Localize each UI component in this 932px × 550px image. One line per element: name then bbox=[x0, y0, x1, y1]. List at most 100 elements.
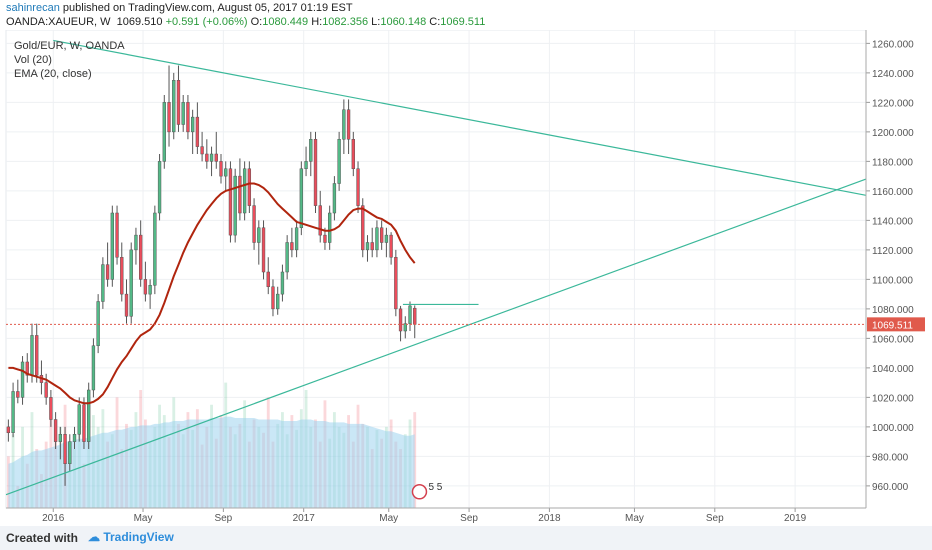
trendline-upper bbox=[53, 39, 867, 196]
footer-bar: Created with ☁ TradingView bbox=[0, 526, 932, 550]
candle-body bbox=[294, 227, 299, 251]
candle-body bbox=[190, 116, 195, 133]
candle-body bbox=[82, 404, 86, 442]
candle-body bbox=[205, 153, 209, 162]
candle-body bbox=[11, 391, 15, 434]
x-tick-label: 2017 bbox=[293, 513, 316, 524]
candle-body bbox=[238, 175, 242, 214]
author-link[interactable]: sahinrecan bbox=[6, 2, 60, 14]
candle-body bbox=[20, 361, 25, 398]
candle-body bbox=[342, 109, 346, 140]
high-label: H: bbox=[311, 16, 323, 28]
candle-body bbox=[120, 257, 124, 295]
y-tick-label: 1060.000 bbox=[872, 334, 914, 345]
x-tick-label: 2018 bbox=[538, 513, 561, 524]
candle-body bbox=[209, 153, 214, 162]
candle-body bbox=[53, 419, 58, 442]
created-with-label: Created with bbox=[6, 531, 79, 545]
chart-area[interactable]: 1069.511 5 5 960.000 980.000 1000.000 1020.0… bbox=[0, 29, 932, 526]
x-tick-label: May bbox=[379, 513, 398, 524]
legend-title: Gold/EUR, W, OANDA bbox=[14, 40, 125, 52]
close-value: 1069.511 bbox=[440, 16, 486, 28]
price-chart[interactable]: 1069.511 5 5 960.000 980.000 1000.000 1020.0… bbox=[0, 29, 932, 526]
candle-body bbox=[6, 426, 11, 434]
tradingview-brand: TradingView bbox=[103, 530, 174, 544]
candle-body bbox=[224, 168, 228, 177]
events-badge-label: 5 5 bbox=[428, 482, 442, 493]
candle-body bbox=[332, 183, 337, 214]
candle-body bbox=[195, 116, 200, 147]
tradingview-logo[interactable]: ☁ TradingView bbox=[88, 530, 174, 544]
last-price-label: 1069.511 bbox=[872, 320, 913, 331]
ohlc-line: OANDA:XAUEUR, W 1069.510 +0.591 (+0.06%)… bbox=[6, 16, 485, 28]
candle-body bbox=[323, 234, 327, 243]
candle-body bbox=[403, 323, 407, 332]
candle-body bbox=[398, 308, 403, 332]
y-tick-label: 1120.000 bbox=[872, 246, 913, 257]
x-tick-label: 2019 bbox=[784, 513, 807, 524]
tradingview-cloud-icon: ☁ bbox=[88, 530, 104, 544]
high-value: 1082.356 bbox=[322, 16, 369, 28]
y-tick-label: 1200.000 bbox=[872, 128, 914, 139]
x-tick-label: Sep bbox=[214, 513, 232, 524]
candle-body bbox=[72, 434, 77, 442]
y-tick-label: 1080.000 bbox=[872, 305, 914, 316]
candle-body bbox=[299, 168, 303, 228]
candle-body bbox=[167, 102, 171, 133]
candle-body bbox=[129, 249, 133, 317]
low-value: 1060.148 bbox=[380, 16, 427, 28]
candle-body bbox=[233, 175, 237, 236]
volume-bar bbox=[413, 412, 417, 508]
candle-body bbox=[346, 109, 351, 140]
candle-body bbox=[228, 168, 233, 236]
y-tick-label: 1100.000 bbox=[872, 275, 913, 286]
candle-body bbox=[87, 389, 91, 442]
candle-body bbox=[105, 264, 110, 280]
y-tick-label: 1260.000 bbox=[872, 39, 914, 50]
candle-body bbox=[153, 212, 157, 286]
candle-body bbox=[247, 168, 252, 206]
candle-body bbox=[337, 139, 341, 184]
candle-body bbox=[276, 293, 280, 310]
candle-body bbox=[30, 335, 34, 376]
x-tick-label: May bbox=[134, 513, 153, 524]
price-change: +0.591 (+0.06%) bbox=[165, 16, 248, 28]
candle-body bbox=[328, 212, 332, 243]
candle-body bbox=[139, 234, 143, 280]
candle-body bbox=[389, 234, 393, 258]
candle-body bbox=[242, 168, 247, 214]
candle-body bbox=[172, 80, 176, 133]
chart-header: sahinrecan published on TradingView.com,… bbox=[0, 0, 932, 30]
last-price: 1069.510 bbox=[116, 16, 163, 28]
ema-line bbox=[8, 182, 416, 405]
open-value: 1080.449 bbox=[262, 16, 309, 28]
candle-body bbox=[25, 361, 29, 376]
close-label: C: bbox=[429, 16, 441, 28]
x-tick-label: May bbox=[625, 513, 644, 524]
candle-body bbox=[181, 102, 185, 125]
candle-body bbox=[176, 80, 181, 125]
y-tick-label: 1220.000 bbox=[872, 98, 914, 109]
candle-body bbox=[162, 102, 166, 162]
candle-body bbox=[408, 305, 412, 324]
y-tick-label: 1020.000 bbox=[872, 393, 914, 404]
candle-body bbox=[313, 139, 318, 206]
volume-layer bbox=[6, 382, 417, 508]
low-label: L: bbox=[371, 16, 381, 28]
candle-body bbox=[356, 168, 360, 206]
candle-body bbox=[379, 227, 384, 243]
published-text: published on TradingView.com, August 05,… bbox=[62, 2, 353, 14]
candle-body bbox=[44, 382, 48, 398]
candle-body bbox=[186, 102, 190, 133]
candle-body bbox=[134, 234, 138, 251]
x-tick-label: 2016 bbox=[42, 513, 65, 524]
candle-body bbox=[257, 227, 261, 243]
candle-body bbox=[280, 271, 285, 295]
candle-body bbox=[361, 205, 365, 251]
volume-bar bbox=[6, 456, 10, 508]
candle-body bbox=[68, 441, 72, 464]
y-tick-label: 1240.000 bbox=[872, 69, 914, 80]
open-label: O: bbox=[250, 16, 263, 28]
y-tick-label: 960.000 bbox=[872, 482, 909, 493]
symbol-label: OANDA:XAUEUR, W bbox=[6, 16, 111, 28]
